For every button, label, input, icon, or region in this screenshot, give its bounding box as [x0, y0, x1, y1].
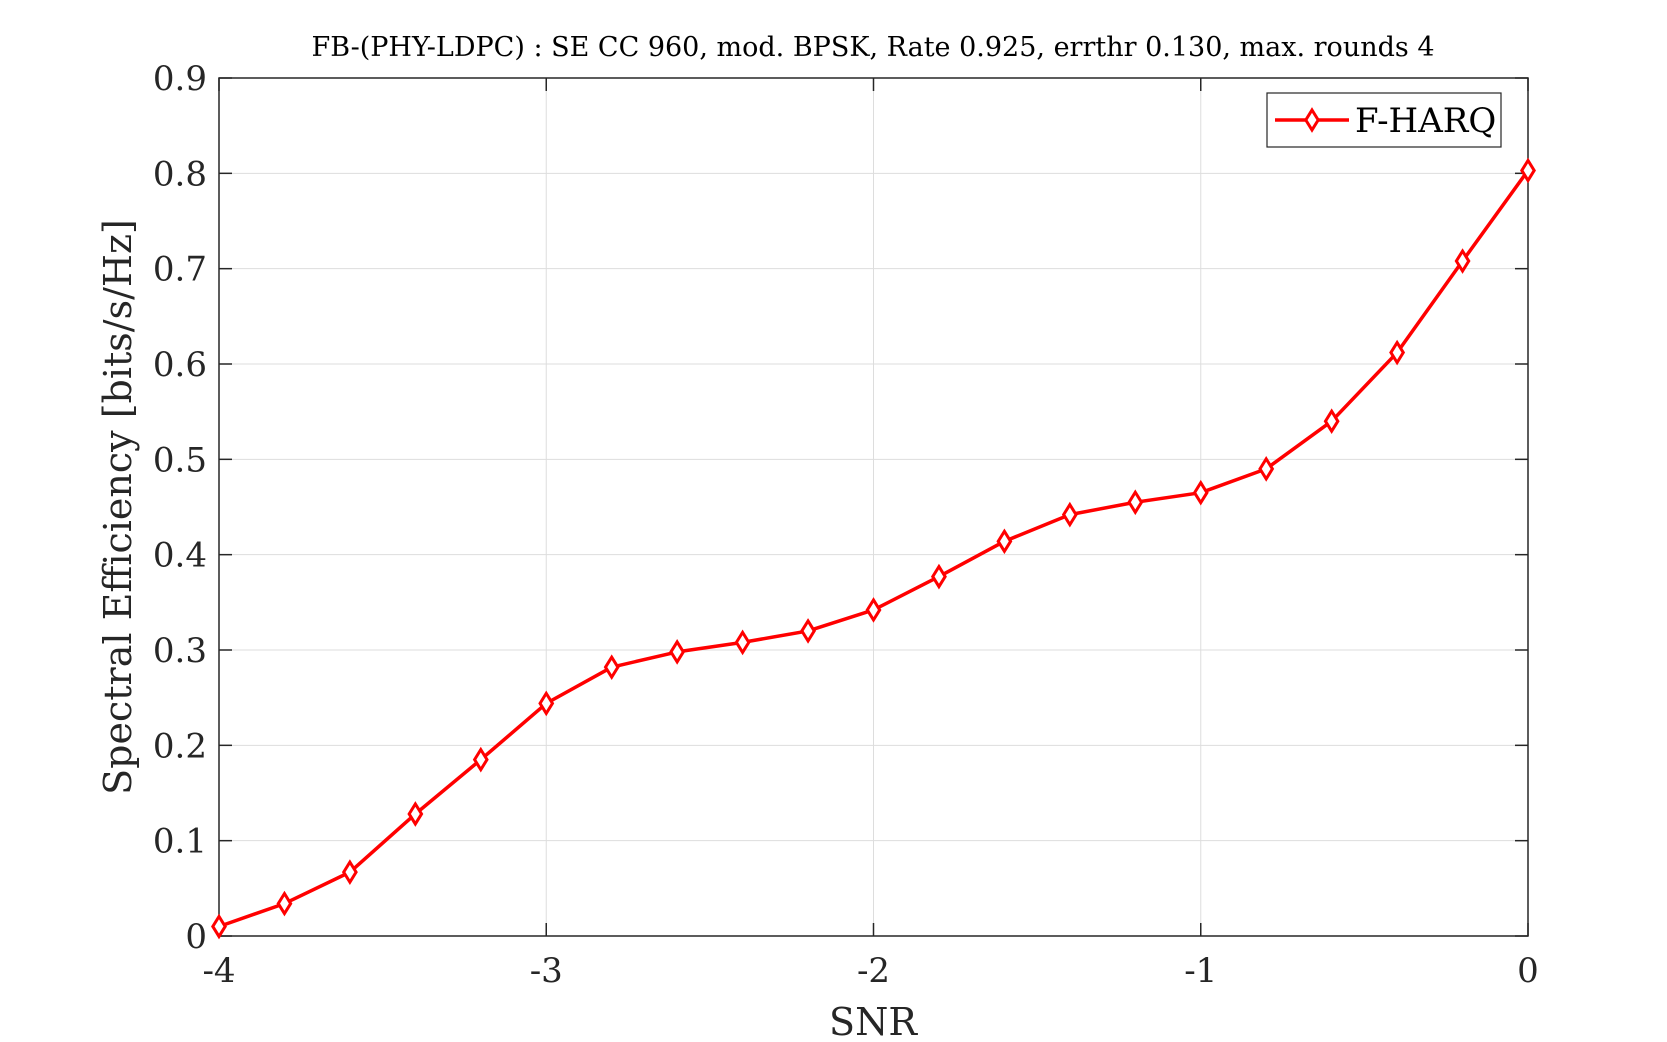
data-point: [276, 890, 293, 917]
series-layer: [211, 157, 1536, 940]
data-point: [538, 690, 555, 717]
data-point: [1454, 248, 1471, 274]
data-point: [734, 629, 751, 656]
y-tick-label: 0.7: [153, 250, 207, 290]
y-tick-label: 0.1: [153, 822, 207, 862]
chart-title: FB-(PHY-LDPC) : SE CC 960, mod. BPSK, Ra…: [312, 32, 1435, 63]
x-tick-label: 0: [1517, 951, 1539, 991]
x-tick-label: -4: [202, 951, 235, 991]
y-tick-label: 0.3: [153, 631, 207, 671]
y-tick-label: 0.5: [153, 440, 207, 480]
x-tick-label: -3: [530, 951, 563, 991]
x-axis-label: SNR: [829, 1000, 918, 1042]
data-point: [669, 639, 686, 665]
data-point: [800, 618, 817, 644]
y-tick-label: 0.4: [153, 536, 207, 576]
data-point: [1127, 489, 1144, 516]
data-point: [211, 913, 227, 940]
y-axis-label: Spectral Efficiency [bits/s/Hz]: [96, 219, 140, 795]
data-point: [1258, 456, 1275, 482]
y-tick-label: 0.2: [153, 726, 207, 766]
y-tick-label: 0: [185, 917, 207, 957]
y-tick-label: 0.8: [153, 154, 207, 194]
y-tick-label: 0.9: [153, 59, 207, 99]
x-tick-label: -2: [857, 951, 890, 991]
data-point: [472, 746, 489, 773]
plot-frame: [218, 77, 1529, 937]
data-point: [407, 801, 424, 827]
data-point: [1061, 501, 1078, 528]
data-point: [865, 597, 882, 623]
data-point: [603, 654, 620, 681]
legend: F-HARQ: [1266, 92, 1502, 148]
data-point: [1192, 479, 1209, 506]
data-point: [930, 563, 947, 590]
y-tick-label: 0.6: [153, 345, 207, 385]
data-point: [1323, 408, 1340, 435]
legend-label: F-HARQ: [1355, 101, 1496, 141]
data-point: [1389, 339, 1406, 366]
x-tick-label: -1: [1184, 951, 1217, 991]
legend-marker: [1304, 107, 1320, 133]
data-point: [996, 528, 1013, 555]
data-point: [341, 859, 358, 885]
data-point: [1520, 157, 1536, 184]
